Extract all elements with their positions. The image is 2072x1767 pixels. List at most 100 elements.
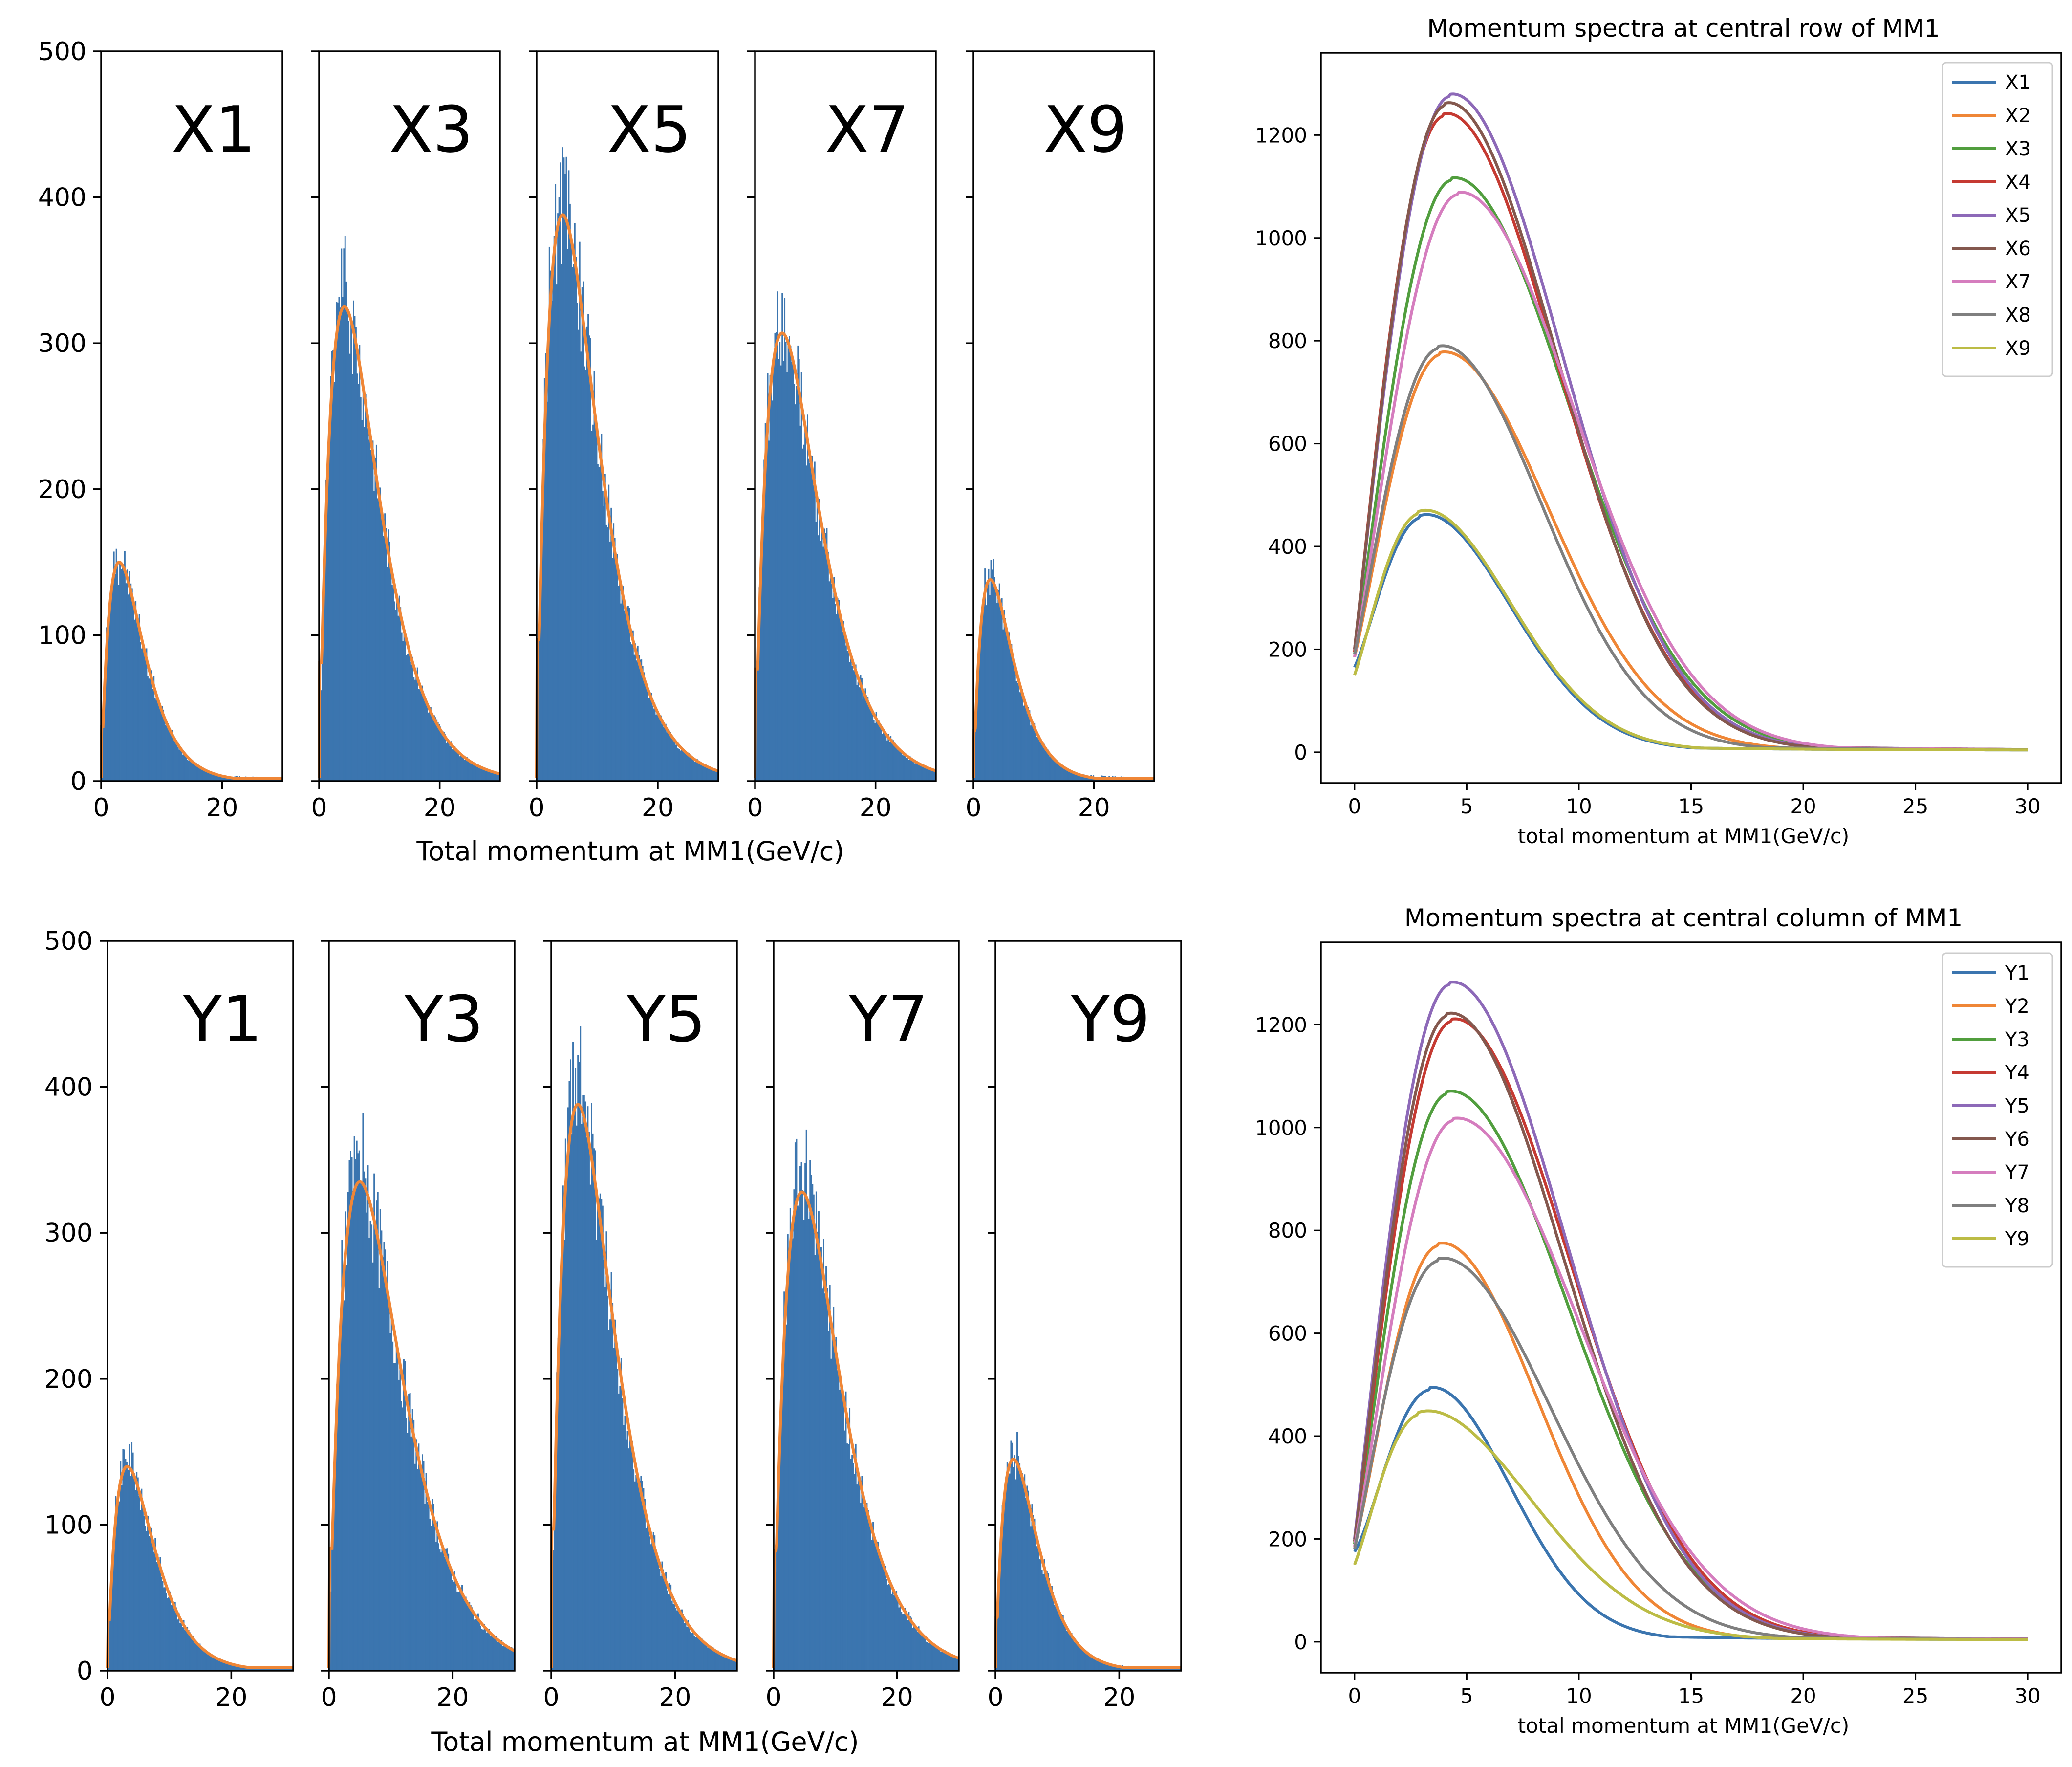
histogram-bar [596,422,598,781]
histogram-bar [918,1626,920,1671]
histogram-bar [909,1616,911,1671]
histogram-bar [1073,773,1075,781]
histogram-bar [502,1646,504,1671]
histogram-bar [625,612,626,781]
histogram-bar [450,1568,452,1671]
histogram-bar [702,763,704,781]
histogram-bar [783,1291,785,1671]
histogram-bar [247,1667,249,1671]
histogram-bar [1080,1647,1082,1671]
histogram-bar [557,1338,559,1671]
histogram-bar [688,753,690,781]
histogram-bar [784,1322,786,1671]
histogram-bar [336,1384,338,1671]
histogram-bar [121,1485,123,1671]
histogram-bar [620,603,622,781]
histogram-bar [466,757,468,781]
histogram-bar [1018,680,1020,781]
panel-frame [318,50,501,782]
histogram-bar [205,1651,207,1671]
histogram-bar [560,1267,561,1671]
x-tick-label: 0 [543,1683,559,1712]
histogram-bar [1068,771,1070,781]
histogram-bar [792,1238,794,1671]
histogram-bar [330,1591,332,1671]
histogram-bar [380,514,382,781]
histogram-bar [574,223,576,782]
histogram-bar [351,374,353,781]
x-tick-label: 0 [311,793,327,823]
histogram-bar [835,1337,837,1671]
histogram-bar [360,1183,362,1671]
histogram-bar [406,655,408,781]
histogram-bar [114,574,116,781]
x-tick-label: 20 [642,793,674,823]
histogram-bar [826,528,828,781]
histogram-bar [669,732,671,781]
histogram-bar [462,757,464,781]
histogram-bar [628,608,630,781]
histogram-bar [353,1136,355,1671]
histogram-bar [1112,1664,1114,1671]
histogram-bar [927,1642,928,1671]
histogram-bar [680,1614,682,1671]
panel-label: X7 [825,92,909,167]
histogram-bar [361,420,363,781]
histogram-bar [766,426,768,781]
histogram-bar [554,1518,555,1671]
histogram-bar [576,1125,578,1671]
histogram-bar [563,1240,565,1671]
histogram-bar [136,1471,138,1671]
histogram-bar [791,361,793,781]
histogram-bar [153,1551,155,1671]
histogram-bar [860,1503,862,1671]
histogram-bar [623,586,624,781]
histogram-bar [213,1657,215,1671]
histogram-bar [934,1645,936,1671]
histogram-bar [699,761,701,781]
histogram-bar [851,1454,853,1671]
histogram-bar [1024,1474,1026,1671]
histogram-bar [127,1469,129,1671]
histogram-bar [1083,1652,1085,1671]
histogram-bar [1043,1559,1045,1671]
histogram-bar [485,1628,487,1671]
histogram-bar [403,1359,405,1671]
histogram-bar [856,685,858,781]
histogram-bar [876,1541,878,1671]
histogram-bar [386,1287,388,1671]
histogram-bar [796,386,798,781]
histogram-bar [566,1169,568,1671]
histogram-bar [475,763,477,781]
histogram-bar [161,706,163,781]
histogram-bar [372,1262,374,1671]
histogram-bar [906,758,907,781]
histogram-bar [587,1106,589,1671]
histogram-bar [138,1496,140,1671]
histogram-bar [367,428,369,781]
histogram-bar [864,688,866,781]
histogram-bar [146,1531,148,1671]
histogram-bar [145,1526,146,1671]
histogram-bar [219,775,221,781]
histogram-bar [887,1584,889,1671]
histogram-bar [822,546,824,781]
histogram-bar [979,645,981,781]
fit-curve-Y9 [994,1457,1181,1669]
histogram-bar [227,1663,229,1671]
histogram-bar [731,1658,733,1671]
histogram-bar [171,730,173,781]
y-tick-label: 100 [44,1510,93,1540]
histogram-bar [408,649,410,781]
histogram-bar [508,1646,510,1671]
histogram-bar [395,610,397,781]
histogram-bar [550,270,552,781]
histogram-bar [1010,1440,1012,1671]
histogram-bar [857,1470,859,1671]
histogram-bar [1103,1662,1105,1671]
histogram-bar [1050,757,1052,781]
histogram-bar [456,751,458,781]
histogram-bar [1083,774,1085,781]
histogram-bar [633,654,635,781]
histogram-bar [840,1376,842,1671]
